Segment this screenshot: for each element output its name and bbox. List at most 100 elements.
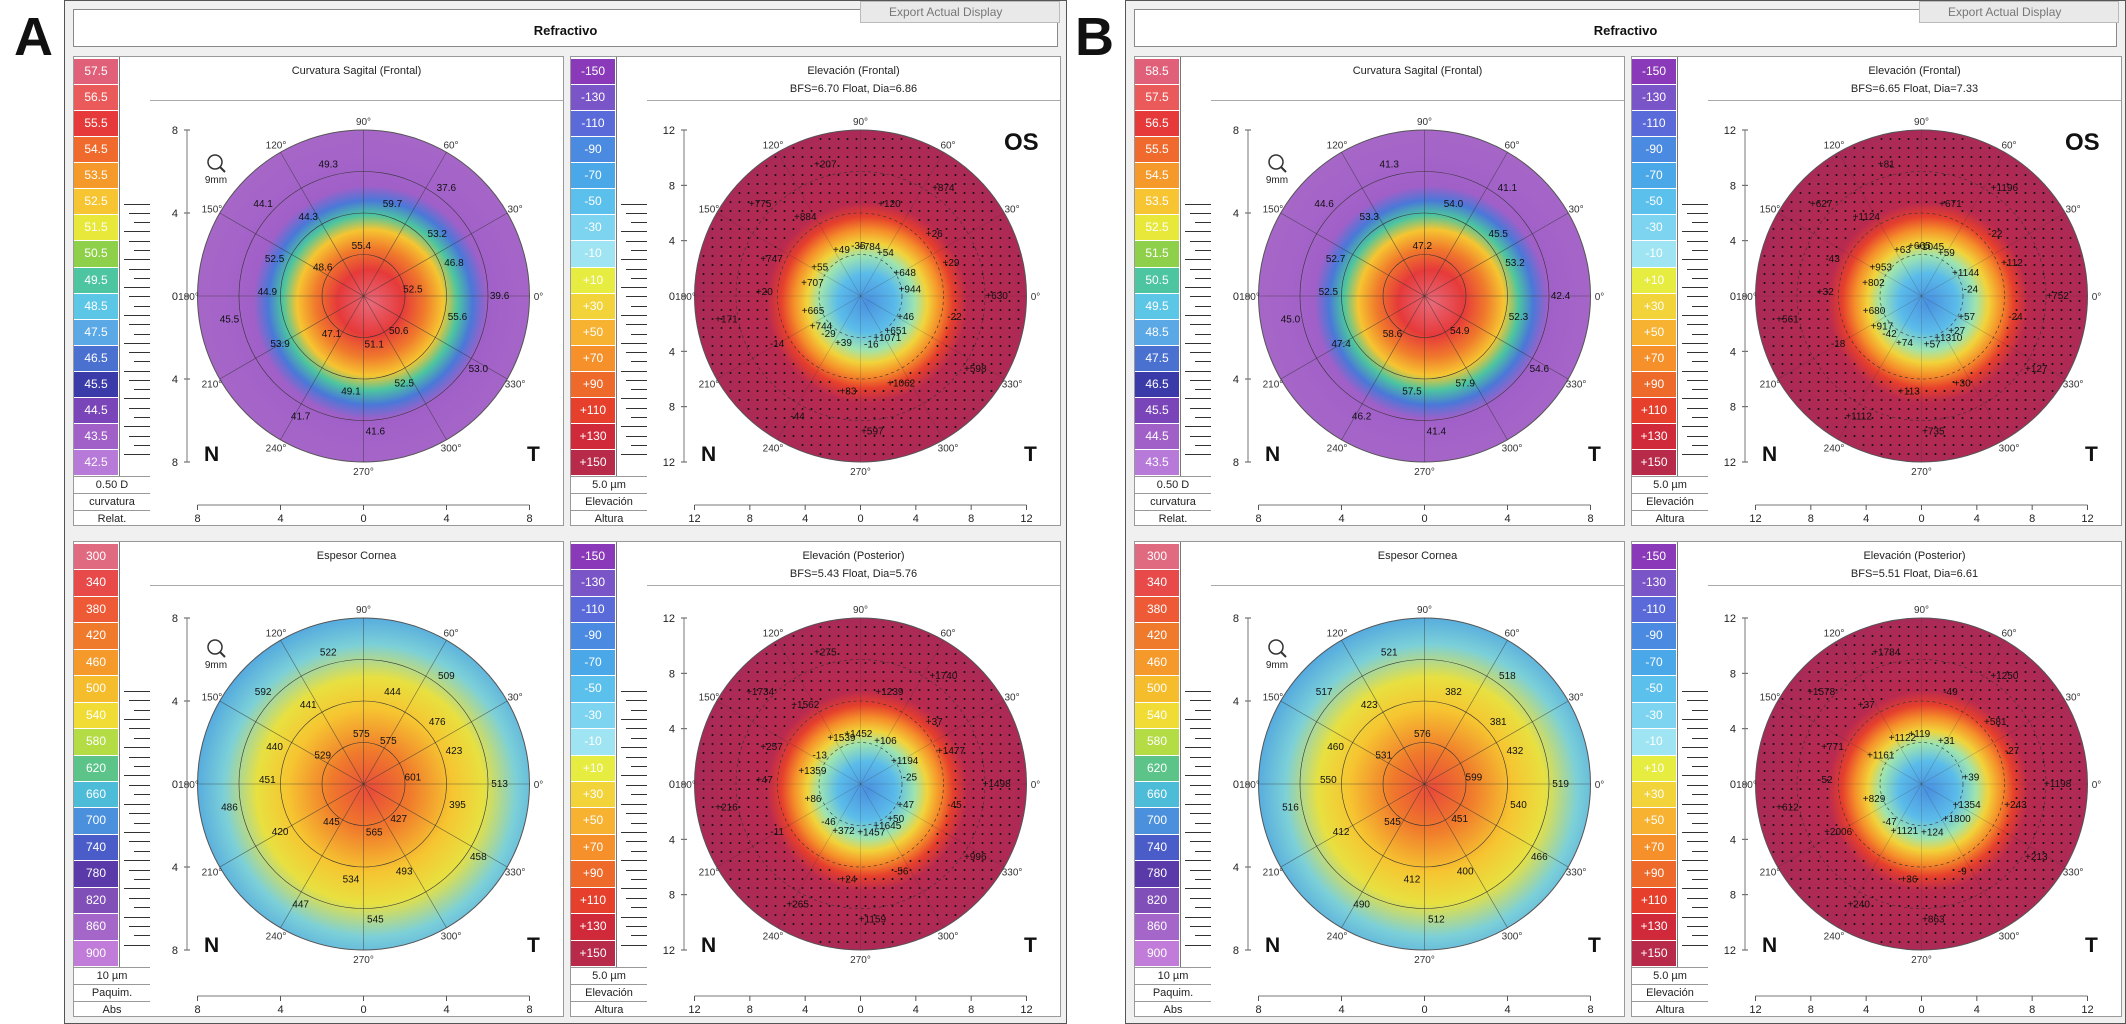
export-actual-display-button[interactable]: Export Actual Display — [860, 1, 1060, 23]
map-value-label: +1194 — [891, 756, 919, 767]
grid-dot — [765, 273, 768, 275]
compass-angle-label: 30° — [2065, 205, 2080, 216]
grid-dot — [936, 372, 939, 374]
scale-footer-label: 5.0 µm — [1632, 476, 1708, 494]
grid-dot — [2078, 815, 2081, 817]
grid-dot — [1862, 662, 1865, 664]
map-value-label: +171 — [715, 315, 738, 326]
export-actual-display-button[interactable]: Export Actual Display — [1919, 1, 2119, 23]
grid-dot — [1844, 896, 1847, 898]
grid-dot — [2042, 246, 2045, 248]
grid-dot — [1961, 689, 1964, 691]
grid-dot — [1808, 282, 1811, 284]
grid-dot — [1907, 680, 1910, 682]
grid-dot — [1790, 743, 1793, 745]
grid-dot — [711, 246, 714, 248]
grid-dot — [783, 842, 786, 844]
grid-dot — [972, 680, 975, 682]
grid-dot — [945, 707, 948, 709]
grid-dot — [2024, 219, 2027, 221]
grid-dot — [1808, 761, 1811, 763]
grid-dot — [2024, 336, 2027, 338]
map-value-label: -29 — [821, 329, 836, 340]
grid-dot — [1898, 192, 1901, 194]
zoom-indicator[interactable]: 9mm — [204, 638, 244, 674]
grid-dot — [1781, 264, 1784, 266]
grid-dot — [2060, 806, 2063, 808]
grid-dot — [828, 626, 831, 628]
map-value-label: +1354 — [1953, 800, 1982, 811]
grid-dot — [756, 680, 759, 682]
map-value-label: +207 — [814, 160, 837, 171]
x-axis-tick-label: 8 — [968, 1004, 974, 1016]
grid-dot — [1799, 689, 1802, 691]
grid-dot — [1907, 174, 1910, 176]
grid-dot — [747, 770, 750, 772]
grid-dot — [882, 408, 885, 410]
grid-dot — [819, 399, 822, 401]
grid-dot — [873, 932, 876, 934]
histogram-tick — [129, 352, 150, 353]
zoom-indicator[interactable]: 9mm — [204, 153, 244, 189]
grid-dot — [1925, 138, 1928, 140]
grid-dot — [729, 264, 732, 266]
grid-dot — [1772, 264, 1775, 266]
grid-spoke — [1777, 295, 1922, 380]
grid-dot — [792, 390, 795, 392]
grid-dot — [1808, 372, 1811, 374]
grid-dot — [756, 291, 759, 293]
grid-dot — [1008, 273, 1011, 275]
grid-dot — [1880, 653, 1883, 655]
grid-dot — [1997, 860, 2000, 862]
grid-dot — [2024, 300, 2027, 302]
grid-dot — [2024, 788, 2027, 790]
grid-dot — [1907, 399, 1910, 401]
grid-dot — [954, 788, 957, 790]
grid-dot — [936, 192, 939, 194]
map-value-label: +1045 — [1916, 242, 1945, 253]
grid-dot — [1979, 408, 1982, 410]
grid-dot — [981, 887, 984, 889]
grid-dot — [1880, 192, 1883, 194]
zoom-indicator[interactable]: 9mm — [1265, 153, 1305, 189]
grid-dot — [1817, 833, 1820, 835]
grid-dot — [828, 435, 831, 437]
grid-dot — [954, 806, 957, 808]
grid-dot — [2024, 282, 2027, 284]
grid-dot — [1880, 878, 1883, 880]
grid-dot — [756, 372, 759, 374]
x-axis-tick-label: 8 — [1587, 513, 1593, 525]
grid-dot — [837, 399, 840, 401]
grid-spoke — [1280, 212, 1425, 297]
y-axis-tick-label: 8 — [1233, 457, 1239, 469]
zoom-indicator[interactable]: 9mm — [1265, 638, 1305, 674]
grid-dot — [1961, 417, 1964, 419]
grid-dot — [1817, 896, 1820, 898]
grid-dot — [963, 255, 966, 257]
grid-dot — [2024, 255, 2027, 257]
grid-dot — [2024, 417, 2027, 419]
grid-dot — [765, 698, 768, 700]
grid-dot — [909, 896, 912, 898]
grid-dot — [810, 698, 813, 700]
grid-dot — [1889, 680, 1892, 682]
grid-dot — [2024, 689, 2027, 691]
grid-dot — [819, 878, 822, 880]
grid-dot — [1925, 914, 1928, 916]
map-value-label: -24 — [1964, 284, 1979, 295]
grid-dot — [963, 698, 966, 700]
grid-dot — [828, 932, 831, 934]
grid-dot — [2006, 824, 2009, 826]
grid-dot — [909, 635, 912, 637]
grid-dot — [792, 707, 795, 709]
grid-dot — [918, 680, 921, 682]
map-value-label: 550 — [1320, 775, 1337, 786]
grid-dot — [747, 761, 750, 763]
grid-dot — [909, 932, 912, 934]
grid-dot — [2024, 264, 2027, 266]
grid-dot — [810, 390, 813, 392]
grid-dot — [1763, 255, 1766, 257]
grid-dot — [1907, 183, 1910, 185]
grid-dot — [2015, 309, 2018, 311]
grid-dot — [1880, 399, 1883, 401]
